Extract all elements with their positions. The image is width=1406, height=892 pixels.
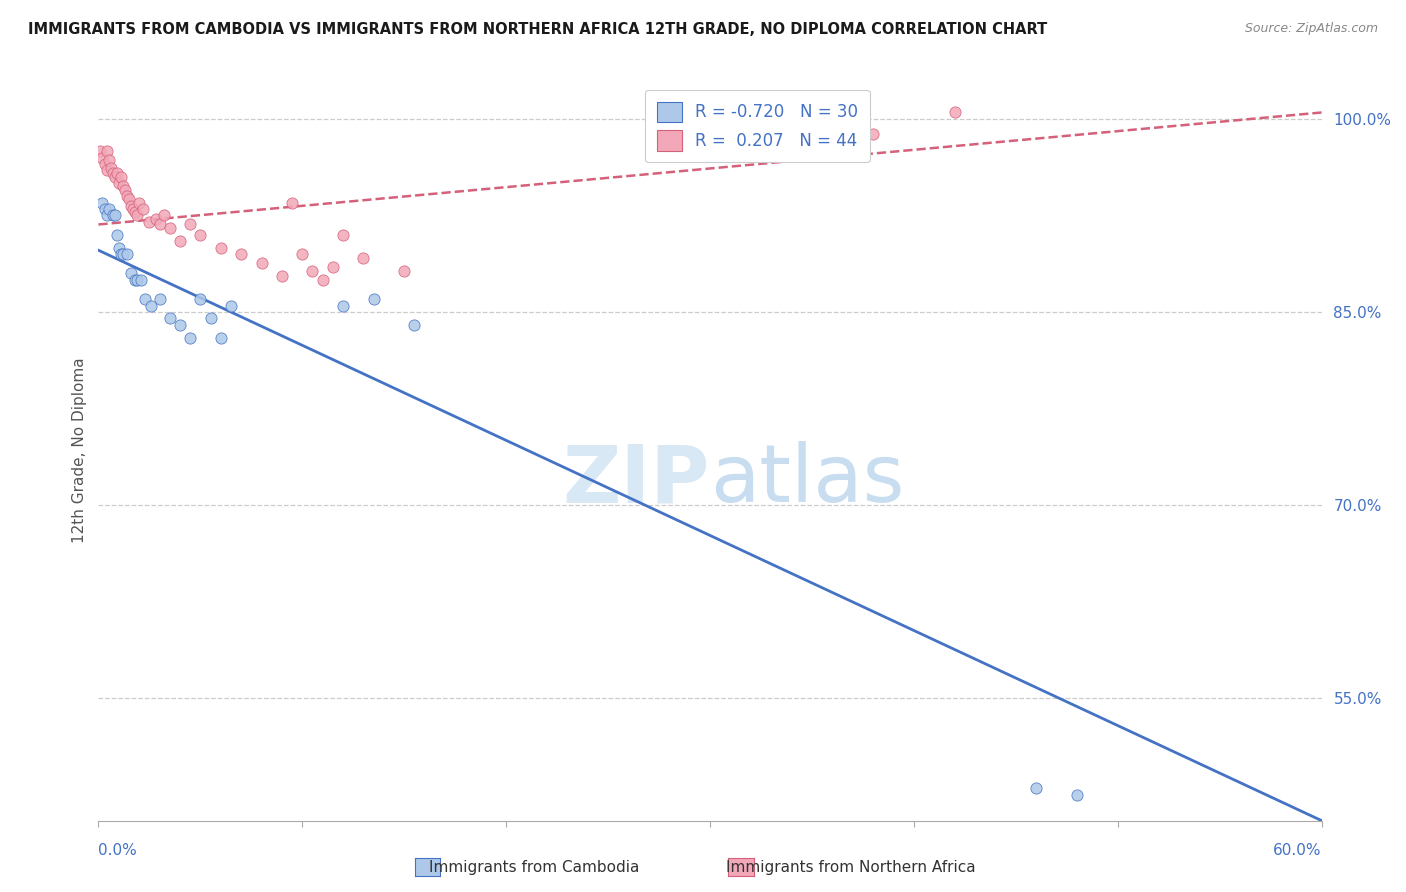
Point [392, 264, 416, 278]
Point [141, 299, 163, 313]
Point [188, 292, 212, 306]
Point [862, 128, 884, 142]
Point [100, 161, 122, 175]
Point [138, 215, 160, 229]
Point [159, 221, 181, 235]
Point [122, 202, 145, 216]
Point [124, 204, 146, 219]
Point [332, 227, 354, 242]
Text: ZIP: ZIP [562, 441, 710, 519]
Point [114, 183, 136, 197]
Point [120, 267, 142, 281]
Point [127, 273, 149, 287]
Point [110, 169, 132, 184]
Point [1066, 788, 1088, 802]
Legend: R = -0.720   N = 30, R =  0.207   N = 44: R = -0.720 N = 30, R = 0.207 N = 44 [645, 90, 870, 162]
Point [132, 202, 155, 216]
Point [179, 331, 201, 345]
Point [111, 178, 134, 193]
Text: Source: ZipAtlas.com: Source: ZipAtlas.com [1244, 22, 1378, 36]
Point [270, 268, 294, 283]
Point [105, 227, 128, 242]
Point [332, 299, 354, 313]
Point [152, 209, 174, 223]
Point [159, 311, 181, 326]
Point [209, 241, 232, 255]
Point [134, 292, 156, 306]
Point [188, 227, 212, 242]
Point [128, 195, 150, 210]
Point [108, 176, 131, 190]
Point [281, 195, 304, 210]
Point [97, 153, 120, 167]
Text: 0.0%: 0.0% [98, 843, 138, 858]
Point [231, 247, 253, 261]
Point [352, 251, 374, 265]
Point [149, 218, 172, 232]
Point [129, 273, 152, 287]
Point [96, 144, 118, 158]
Point [111, 247, 134, 261]
Point [209, 331, 232, 345]
Point [91, 151, 114, 165]
Point [105, 166, 128, 180]
Point [93, 157, 115, 171]
Point [322, 260, 344, 274]
Point [127, 209, 149, 223]
Point [97, 202, 120, 216]
Point [104, 209, 127, 223]
Point [89, 144, 111, 158]
Point [145, 212, 167, 227]
Point [1025, 781, 1047, 796]
Point [101, 209, 124, 223]
Point [110, 247, 132, 261]
Point [93, 202, 115, 216]
Point [101, 166, 124, 180]
Point [219, 299, 242, 313]
Text: Immigrants from Northern Africa: Immigrants from Northern Africa [725, 860, 976, 874]
Point [118, 192, 141, 206]
Point [96, 163, 118, 178]
Y-axis label: 12th Grade, No Diploma: 12th Grade, No Diploma [72, 358, 87, 543]
Point [120, 199, 142, 213]
Point [108, 241, 131, 255]
Point [200, 311, 222, 326]
Text: 60.0%: 60.0% [1274, 843, 1322, 858]
Text: Immigrants from Cambodia: Immigrants from Cambodia [429, 860, 640, 874]
Point [104, 169, 127, 184]
Point [363, 292, 385, 306]
Point [250, 256, 273, 270]
Point [149, 292, 172, 306]
Point [943, 105, 966, 120]
Point [169, 234, 191, 248]
Point [404, 318, 426, 332]
Text: atlas: atlas [710, 441, 904, 519]
Point [124, 273, 146, 287]
Point [301, 264, 323, 278]
Point [312, 273, 335, 287]
Text: IMMIGRANTS FROM CAMBODIA VS IMMIGRANTS FROM NORTHERN AFRICA 12TH GRADE, NO DIPLO: IMMIGRANTS FROM CAMBODIA VS IMMIGRANTS F… [28, 22, 1047, 37]
Point [169, 318, 191, 332]
Point [96, 209, 118, 223]
Point [115, 189, 138, 203]
Point [115, 247, 138, 261]
Point [291, 247, 314, 261]
Point [91, 195, 114, 210]
Point [179, 218, 201, 232]
